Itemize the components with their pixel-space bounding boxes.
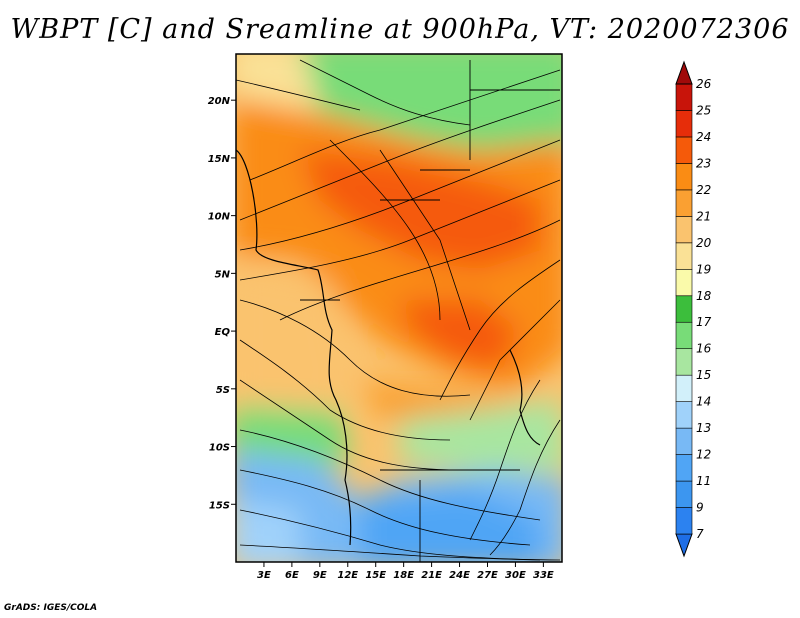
map-title: WBPT [C] and Sreamline at 900hPa, VT: 20… xyxy=(10,14,790,45)
colorbar-label: 26 xyxy=(696,77,712,91)
colorbar-label: 12 xyxy=(696,448,711,462)
colorbar-segment xyxy=(675,242,693,270)
colorbar-segment xyxy=(675,348,693,376)
lat-tick-label: 5N xyxy=(215,269,231,280)
lat-tick-label: 10N xyxy=(208,212,231,223)
colorbar-segment xyxy=(675,136,693,164)
colorbar-label: 9 xyxy=(696,501,704,515)
colorbar-high-triangle xyxy=(675,60,693,85)
lon-tick-label: 9E xyxy=(313,570,327,581)
colorbar-label: 11 xyxy=(696,474,711,488)
colorbar-label: 13 xyxy=(696,421,711,435)
lon-tick-label: 12E xyxy=(337,570,358,581)
lon-tick-label: 21E xyxy=(421,570,442,581)
lon-tick-label: 3E xyxy=(257,570,271,581)
colorbar-label: 23 xyxy=(696,156,711,170)
colorbar-segment xyxy=(675,83,693,111)
lon-tick-label: 6E xyxy=(285,570,299,581)
colorbar-segment xyxy=(675,321,693,350)
lat-tick-label: 5S xyxy=(216,385,230,396)
colorbar-label: 20 xyxy=(696,236,712,250)
colorbar-label: 22 xyxy=(696,183,711,197)
lat-tick-label: EQ xyxy=(215,327,231,338)
colorbar-segment xyxy=(675,454,693,482)
colorbar-segment xyxy=(675,110,693,138)
colorbar-segment xyxy=(675,427,693,455)
lat-axis: 20N 15N 10N 5N EQ 5S 10S 15S xyxy=(208,96,236,511)
colorbar-segment xyxy=(675,480,693,508)
colorbar: 7 9 11 12 13 14 15 16 17 18 19 20 21 22 23 24 25 26 xyxy=(675,60,712,558)
colorbar-segment xyxy=(675,163,693,191)
lon-tick-label: 27E xyxy=(477,570,498,581)
lat-tick-label: 20N xyxy=(208,96,231,107)
lon-tick-label: 30E xyxy=(505,570,526,581)
colorbar-segment xyxy=(675,189,693,217)
lon-tick-label: 33E xyxy=(533,570,554,581)
lon-tick-label: 24E xyxy=(449,570,470,581)
colorbar-label: 15 xyxy=(696,368,711,382)
wbpt-field xyxy=(236,54,562,562)
colorbar-segment xyxy=(675,401,693,429)
colorbar-segment xyxy=(675,216,693,244)
colorbar-segment xyxy=(675,374,693,402)
lat-tick-label: 15S xyxy=(209,500,230,511)
colorbar-segment xyxy=(675,268,693,297)
lon-axis: 3E 6E 9E 12E 15E 18E 21E 24E 27E 30E 33E xyxy=(257,562,554,581)
coastlines xyxy=(236,60,560,562)
colorbar-label: 21 xyxy=(696,209,711,223)
colorbar-label: 7 xyxy=(696,527,704,541)
map-frame xyxy=(235,53,563,563)
lon-tick-label: 15E xyxy=(365,570,386,581)
colorbar-label: 17 xyxy=(696,315,712,329)
lat-tick-label: 15N xyxy=(208,154,231,165)
lat-tick-label: 10S xyxy=(209,443,230,454)
colorbar-label: 18 xyxy=(696,289,712,303)
grads-credit: GrADS: IGES/COLA xyxy=(4,603,98,613)
colorbar-label: 16 xyxy=(696,342,712,356)
colorbar-label: 14 xyxy=(696,395,711,409)
lon-tick-label: 18E xyxy=(393,570,414,581)
colorbar-label: 19 xyxy=(696,262,711,276)
colorbar-segment xyxy=(675,295,693,323)
colorbar-segment xyxy=(675,507,693,535)
colorbar-low-triangle xyxy=(675,533,693,558)
colorbar-label: 24 xyxy=(696,130,711,144)
colorbar-label: 25 xyxy=(696,103,711,117)
